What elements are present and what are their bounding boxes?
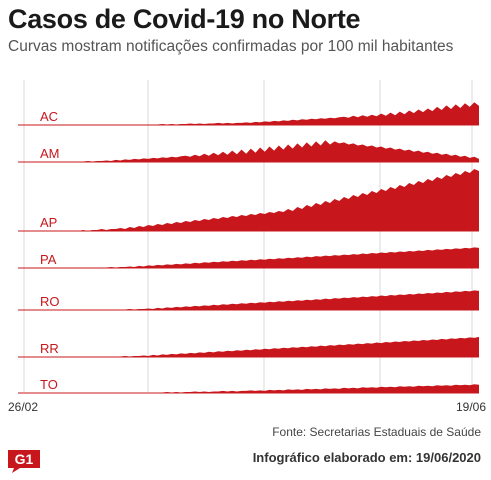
area-ap [18, 169, 479, 231]
chart-title: Casos de Covid-19 no Norte [8, 4, 361, 34]
x-start-label: 26/02 [8, 400, 38, 414]
area-rr [18, 336, 479, 357]
area-ro [18, 290, 479, 310]
series-label-pa: PA [40, 252, 57, 267]
credit-note: Infográfico elaborado em: 19/06/2020 [252, 450, 481, 465]
area-am [18, 140, 479, 162]
series-label-ac: AC [40, 109, 58, 124]
series-label-rr: RR [40, 341, 59, 356]
area-pa [18, 247, 479, 268]
g1-logo-icon: G1 [8, 450, 40, 473]
area-ac [18, 102, 479, 125]
logo-text: G1 [15, 451, 34, 467]
x-end-label: 19/06 [456, 400, 486, 414]
area-to [18, 384, 479, 393]
series-label-ro: RO [40, 294, 60, 309]
series-label-am: AM [40, 146, 60, 161]
chart-subtitle: Curvas mostram notificações confirmadas … [8, 38, 454, 55]
series-label-ap: AP [40, 215, 57, 230]
series-label-to: TO [40, 377, 58, 392]
source-note: Fonte: Secretarias Estaduais de Saúde [272, 425, 481, 439]
